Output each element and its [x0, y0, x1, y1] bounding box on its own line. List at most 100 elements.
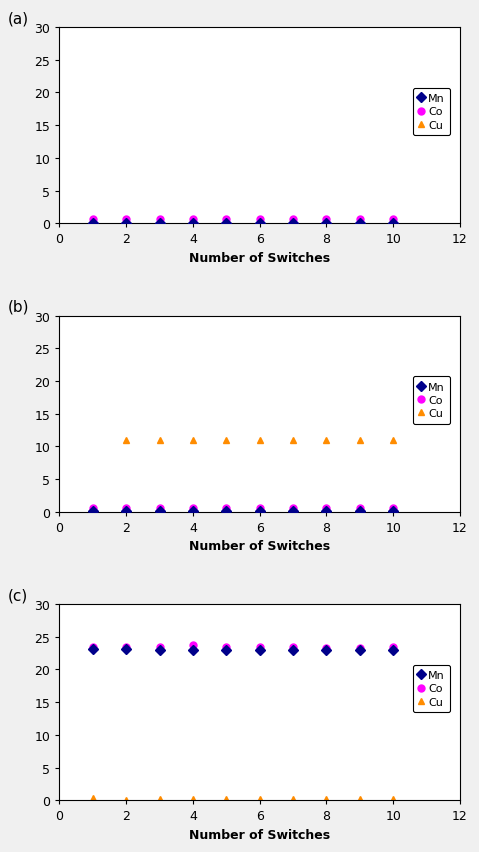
Mn: [123, 643, 129, 653]
Co: [190, 640, 196, 650]
Cu: [90, 219, 96, 229]
Cu: [123, 435, 129, 446]
Line: Co: Co: [89, 216, 397, 223]
Mn: [123, 507, 129, 517]
X-axis label: Number of Switches: Number of Switches: [189, 828, 330, 841]
Co: [157, 504, 162, 514]
Cu: [223, 219, 229, 229]
Co: [390, 504, 396, 514]
Mn: [324, 645, 330, 655]
Co: [123, 504, 129, 514]
Co: [357, 504, 363, 514]
Cu: [123, 795, 129, 805]
Cu: [257, 794, 262, 804]
Mn: [290, 645, 296, 655]
Mn: [90, 643, 96, 653]
Text: (b): (b): [7, 299, 29, 314]
Mn: [390, 507, 396, 517]
Co: [357, 215, 363, 225]
Cu: [324, 219, 330, 229]
Co: [223, 215, 229, 225]
Mn: [357, 645, 363, 655]
Mn: [357, 219, 363, 229]
Line: Cu: Cu: [89, 795, 397, 803]
Line: Mn: Mn: [89, 221, 397, 227]
Mn: [390, 645, 396, 655]
Legend: Mn, Co, Cu: Mn, Co, Cu: [412, 377, 450, 424]
Co: [90, 642, 96, 652]
Legend: Mn, Co, Cu: Mn, Co, Cu: [412, 665, 450, 712]
Cu: [357, 435, 363, 446]
Co: [190, 504, 196, 514]
Cu: [223, 794, 229, 804]
Co: [257, 215, 262, 225]
Mn: [157, 645, 162, 655]
Co: [157, 215, 162, 225]
Co: [223, 642, 229, 652]
Cu: [190, 435, 196, 446]
Cu: [157, 219, 162, 229]
Cu: [190, 219, 196, 229]
Mn: [123, 219, 129, 229]
Co: [257, 642, 262, 652]
Co: [90, 504, 96, 514]
Cu: [390, 219, 396, 229]
Line: Mn: Mn: [89, 509, 397, 515]
Mn: [157, 507, 162, 517]
Mn: [257, 507, 262, 517]
X-axis label: Number of Switches: Number of Switches: [189, 251, 330, 265]
Line: Co: Co: [89, 642, 397, 652]
Co: [157, 642, 162, 652]
Mn: [257, 219, 262, 229]
Co: [223, 504, 229, 514]
Line: Co: Co: [89, 505, 397, 512]
Co: [290, 504, 296, 514]
Mn: [390, 219, 396, 229]
Mn: [190, 507, 196, 517]
Line: Cu: Cu: [89, 437, 397, 515]
Cu: [257, 219, 262, 229]
Co: [324, 504, 330, 514]
Mn: [90, 507, 96, 517]
Co: [390, 642, 396, 652]
Cu: [257, 435, 262, 446]
Cu: [90, 793, 96, 803]
Co: [324, 215, 330, 225]
Co: [290, 215, 296, 225]
Co: [123, 642, 129, 652]
Mn: [324, 219, 330, 229]
Mn: [223, 219, 229, 229]
Cu: [324, 794, 330, 804]
Cu: [290, 435, 296, 446]
Legend: Mn, Co, Cu: Mn, Co, Cu: [412, 89, 450, 136]
Co: [257, 504, 262, 514]
Cu: [357, 219, 363, 229]
Cu: [90, 507, 96, 517]
Cu: [157, 794, 162, 804]
Mn: [290, 219, 296, 229]
Cu: [290, 219, 296, 229]
Co: [90, 215, 96, 225]
Mn: [157, 219, 162, 229]
Line: Mn: Mn: [89, 645, 397, 653]
Co: [357, 643, 363, 653]
Mn: [290, 507, 296, 517]
Line: Cu: Cu: [89, 221, 397, 227]
Mn: [190, 645, 196, 655]
Co: [390, 215, 396, 225]
Cu: [324, 435, 330, 446]
Mn: [357, 507, 363, 517]
Co: [123, 215, 129, 225]
Cu: [157, 435, 162, 446]
Cu: [357, 794, 363, 804]
Cu: [390, 435, 396, 446]
Co: [324, 643, 330, 653]
Cu: [290, 794, 296, 804]
X-axis label: Number of Switches: Number of Switches: [189, 540, 330, 553]
Mn: [223, 645, 229, 655]
Mn: [257, 645, 262, 655]
Cu: [190, 794, 196, 804]
Cu: [390, 794, 396, 804]
Cu: [223, 435, 229, 446]
Mn: [90, 219, 96, 229]
